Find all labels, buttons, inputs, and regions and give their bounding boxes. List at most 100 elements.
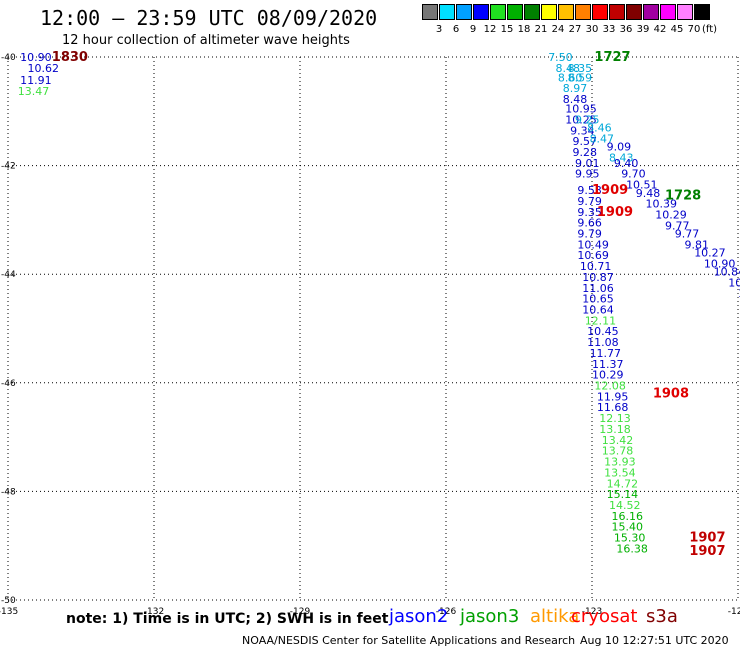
satellite-legend-item: altika <box>530 606 580 627</box>
time-label: 1907 <box>689 544 725 559</box>
scale-label: 45 <box>670 24 684 35</box>
swh-label: 10.29 <box>592 369 624 382</box>
generated-timestamp: Aug 10 12:27:51 UTC 2020 <box>580 634 729 647</box>
swh-label: 11.06 <box>582 282 614 295</box>
scale-label: 30 <box>585 24 599 35</box>
x-tick-label: -123 <box>582 607 602 617</box>
y-tick-label: -40 <box>1 53 16 63</box>
x-tick-label: -129 <box>290 607 311 617</box>
swh-label: 9.34 <box>570 124 595 137</box>
scale-swatch <box>643 4 659 20</box>
swh-label: 10.65 <box>582 293 614 306</box>
swh-label: 13.93 <box>604 456 636 469</box>
swh-label: 9.57 <box>573 135 598 148</box>
swh-labels: 10.9010.6211.9113.477.508.488.358.608.59… <box>18 51 740 555</box>
y-tick-label: -50 <box>1 596 16 606</box>
x-tick-label: -120 <box>728 607 740 617</box>
scale-swatch <box>541 4 557 20</box>
swh-label: 9.09 <box>607 141 632 154</box>
swh-label: 10.29 <box>655 208 687 221</box>
swh-label: 16.38 <box>616 542 648 555</box>
swh-label: 7.50 <box>548 51 573 64</box>
swh-label: 14.72 <box>607 477 639 490</box>
y-tick-label: -44 <box>1 270 16 280</box>
swh-label: 9.81 <box>684 238 709 251</box>
scale-swatch <box>422 4 438 20</box>
swh-label: 10.90 <box>704 257 736 270</box>
scale-swatch <box>473 4 489 20</box>
scale-swatch <box>677 4 693 20</box>
swh-label: 10.51 <box>626 179 658 192</box>
swh-label: 9.53 <box>577 184 602 197</box>
swh-label: 10.25 <box>565 113 597 126</box>
satellite-legend-item: jason3 <box>460 606 520 627</box>
y-tick-label: -42 <box>1 162 16 172</box>
scale-label: 15 <box>500 24 514 35</box>
swh-label: 13.18 <box>599 423 631 436</box>
swh-label: 10.27 <box>694 246 726 259</box>
scale-label: 24 <box>551 24 565 35</box>
swh-label: 10.90 <box>20 51 51 64</box>
scale-swatch <box>507 4 523 20</box>
swh-label: 13.47 <box>18 85 50 98</box>
map-title: 12:00 – 23:59 UTC 08/09/2020 <box>40 6 378 30</box>
swh-label: 8.48 <box>563 93 588 106</box>
swh-label: 8.35 <box>568 62 593 75</box>
swh-label: 14.52 <box>609 499 641 512</box>
swh-label: 9.79 <box>577 195 602 208</box>
swh-label: 13.54 <box>604 466 636 479</box>
scale-label: 21 <box>534 24 548 35</box>
swh-label: 9.40 <box>614 157 639 170</box>
swh-label: 9.95 <box>575 168 600 181</box>
map-axis-ticks: -135 -132 -129 -126 -123 -120 -40 -42 -44 -46 -48 -… <box>0 53 740 617</box>
swh-label: 10.95 <box>565 103 597 116</box>
swh-label: 15.30 <box>614 532 646 545</box>
time-label: 1909 <box>592 183 628 198</box>
swh-label: 8.48 <box>556 62 581 75</box>
swh-label: 8.43 <box>609 151 634 164</box>
map-subtitle: 12 hour collection of altimeter wave hei… <box>62 33 350 48</box>
scale-swatch <box>609 4 625 20</box>
scale-swatch <box>660 4 676 20</box>
scale-label: 6 <box>452 24 460 35</box>
satellite-legend-item: cryosat <box>571 606 638 627</box>
scale-label: 3 <box>435 24 443 35</box>
swh-label: 9.66 <box>577 217 602 230</box>
swh-label: 10.39 <box>646 198 678 211</box>
swh-label: 9.35 <box>577 206 602 219</box>
swh-label: 9.48 <box>636 187 661 200</box>
map-grid <box>7 56 739 601</box>
scale-label: 9 <box>469 24 477 35</box>
time-label: 1909 <box>597 205 633 220</box>
swh-label: 10.87 <box>582 271 614 284</box>
swh-label: 8.47 <box>590 132 615 145</box>
scale-swatch <box>592 4 608 20</box>
x-tick-label: -126 <box>436 607 457 617</box>
scale-swatch <box>456 4 472 20</box>
swh-label: 13.42 <box>602 434 634 447</box>
swh-label: 10.69 <box>577 249 609 262</box>
time-label: 1908 <box>653 387 689 402</box>
time-label: 1728 <box>665 188 701 203</box>
swh-label: 10.64 <box>582 303 614 316</box>
swh-label: 11.08 <box>587 336 619 349</box>
swh-label: 11.95 <box>597 390 629 403</box>
swh-label: 10.84 <box>714 265 740 278</box>
swh-label: 9.70 <box>621 168 646 181</box>
swh-label: 11.68 <box>597 401 629 414</box>
scale-swatch <box>558 4 574 20</box>
time-label: 1727 <box>594 50 630 65</box>
swh-label: 11.37 <box>592 358 624 371</box>
swh-label: 9.79 <box>577 227 602 240</box>
swh-label: 9.01 <box>575 157 600 170</box>
swh-label: 12.11 <box>585 314 617 327</box>
scale-label: 36 <box>619 24 633 35</box>
x-tick-label: -132 <box>144 607 164 617</box>
scale-label: 12 <box>483 24 497 35</box>
scale-unit: (ft) <box>702 24 718 35</box>
swh-label: 9.77 <box>675 227 700 240</box>
scale-swatch <box>626 4 642 20</box>
